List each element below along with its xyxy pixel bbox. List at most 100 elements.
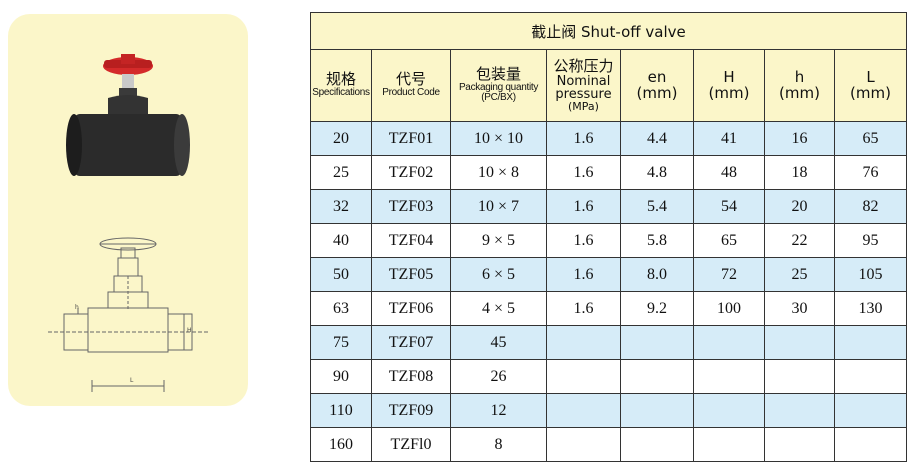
cell-en: 8.0 xyxy=(620,257,694,292)
table-row: 40 TZF04 9 × 5 1.6 5.8 65 22 95 xyxy=(310,223,907,258)
header-L-dim: L (mm) xyxy=(834,49,907,122)
cell-L: 76 xyxy=(834,155,907,190)
cell-packaging: 8 xyxy=(450,427,547,462)
cell-L xyxy=(834,393,907,428)
cell-packaging: 10 × 7 xyxy=(450,189,547,224)
header-unit: (mm) xyxy=(708,83,750,102)
table-row: 75 TZF07 45 xyxy=(310,325,907,360)
table-row: 50 TZF05 6 × 5 1.6 8.0 72 25 105 xyxy=(310,257,907,292)
table-row: 110 TZF09 12 xyxy=(310,393,907,428)
cell-en: 4.8 xyxy=(620,155,694,190)
product-image-panel: h H L xyxy=(8,14,248,406)
cell-packaging: 4 × 5 xyxy=(450,291,547,326)
header-en: Specifications xyxy=(312,87,370,99)
header-product-code: 代号 Product Code xyxy=(371,49,451,122)
header-en-line2: pressure xyxy=(555,86,612,102)
cell-en xyxy=(620,325,694,360)
cell-code: TZF04 xyxy=(371,223,451,258)
cell-h: 20 xyxy=(764,189,835,224)
cell-h: 25 xyxy=(764,257,835,292)
cell-code: TZF01 xyxy=(371,121,451,156)
cell-packaging: 10 × 8 xyxy=(450,155,547,190)
cell-H xyxy=(693,325,765,360)
cell-pressure: 1.6 xyxy=(546,121,621,156)
cell-H: 48 xyxy=(693,155,765,190)
cell-L: 105 xyxy=(834,257,907,292)
cell-spec: 50 xyxy=(310,257,372,292)
cell-code: TZF06 xyxy=(371,291,451,326)
cell-H: 54 xyxy=(693,189,765,224)
cell-h: 30 xyxy=(764,291,835,326)
header-h-dim: h (mm) xyxy=(764,49,835,122)
cell-en: 4.4 xyxy=(620,121,694,156)
cell-code: TZF09 xyxy=(371,393,451,428)
header-symbol: H xyxy=(723,67,735,86)
cell-pressure: 1.6 xyxy=(546,291,621,326)
cell-pressure: 1.6 xyxy=(546,257,621,292)
cell-H: 41 xyxy=(693,121,765,156)
cell-h: 18 xyxy=(764,155,835,190)
table-row: 90 TZF08 26 xyxy=(310,359,907,394)
table-row: 25 TZF02 10 × 8 1.6 4.8 48 18 76 xyxy=(310,155,907,190)
cell-en: 5.8 xyxy=(620,223,694,258)
drawing-label-L: L xyxy=(130,377,134,384)
header-zh: 包装量 xyxy=(475,65,521,84)
cell-spec: 20 xyxy=(310,121,372,156)
header-en-unit: (PC/BX) xyxy=(481,92,516,104)
valve-photo xyxy=(66,54,190,176)
cell-pressure xyxy=(546,427,621,462)
cell-en: 9.2 xyxy=(620,291,694,326)
cell-spec: 40 xyxy=(310,223,372,258)
cell-spec: 63 xyxy=(310,291,372,326)
header-unit: (mm) xyxy=(779,83,820,102)
cell-h: 16 xyxy=(764,121,835,156)
valve-drawing xyxy=(48,237,208,392)
cell-packaging: 10 × 10 xyxy=(450,121,547,156)
header-symbol: en xyxy=(647,67,667,86)
cell-code: TZF05 xyxy=(371,257,451,292)
table-row: 20 TZF01 10 × 10 1.6 4.4 41 16 65 xyxy=(310,121,907,156)
table-title: 截止阀 Shut-off valve xyxy=(310,12,907,50)
cell-code: TZF08 xyxy=(371,359,451,394)
cell-h: 22 xyxy=(764,223,835,258)
cell-L: 82 xyxy=(834,189,907,224)
cell-L: 95 xyxy=(834,223,907,258)
cell-en xyxy=(620,393,694,428)
cell-en xyxy=(620,427,694,462)
cell-H: 72 xyxy=(693,257,765,292)
cell-L xyxy=(834,427,907,462)
header-en: Nominal xyxy=(556,73,611,89)
cell-pressure xyxy=(546,359,621,394)
header-unit: (mm) xyxy=(850,83,891,102)
header-en: Product Code xyxy=(382,87,440,99)
cell-h xyxy=(764,325,835,360)
header-unit: (mm) xyxy=(636,83,678,102)
cell-en xyxy=(620,359,694,394)
cell-packaging: 45 xyxy=(450,325,547,360)
cell-pressure xyxy=(546,325,621,360)
cell-h xyxy=(764,359,835,394)
cell-h xyxy=(764,427,835,462)
header-zh: 代号 xyxy=(395,70,426,89)
cell-pressure: 1.6 xyxy=(546,155,621,190)
header-specifications: 规格 Specifications xyxy=(310,49,372,122)
cell-spec: 75 xyxy=(310,325,372,360)
cell-spec: 32 xyxy=(310,189,372,224)
table-row: 63 TZF06 4 × 5 1.6 9.2 100 30 130 xyxy=(310,291,907,326)
cell-code: TZF07 xyxy=(371,325,451,360)
cell-L: 130 xyxy=(834,291,907,326)
cell-pressure: 1.6 xyxy=(546,223,621,258)
spec-table: 截止阀 Shut-off valve 规格 Specifications 代号 … xyxy=(310,12,907,462)
header-packaging-quantity: 包装量 Packaging quantity (PC/BX) xyxy=(450,49,547,122)
header-en-dim: en (mm) xyxy=(620,49,694,122)
cell-pressure: 1.6 xyxy=(546,189,621,224)
cell-packaging: 26 xyxy=(450,359,547,394)
cell-pressure xyxy=(546,393,621,428)
header-symbol: h xyxy=(794,67,805,86)
header-H-dim: H (mm) xyxy=(693,49,765,122)
cell-spec: 90 xyxy=(310,359,372,394)
drawing-label-h: h xyxy=(75,304,79,311)
cell-L: 65 xyxy=(834,121,907,156)
cell-h xyxy=(764,393,835,428)
